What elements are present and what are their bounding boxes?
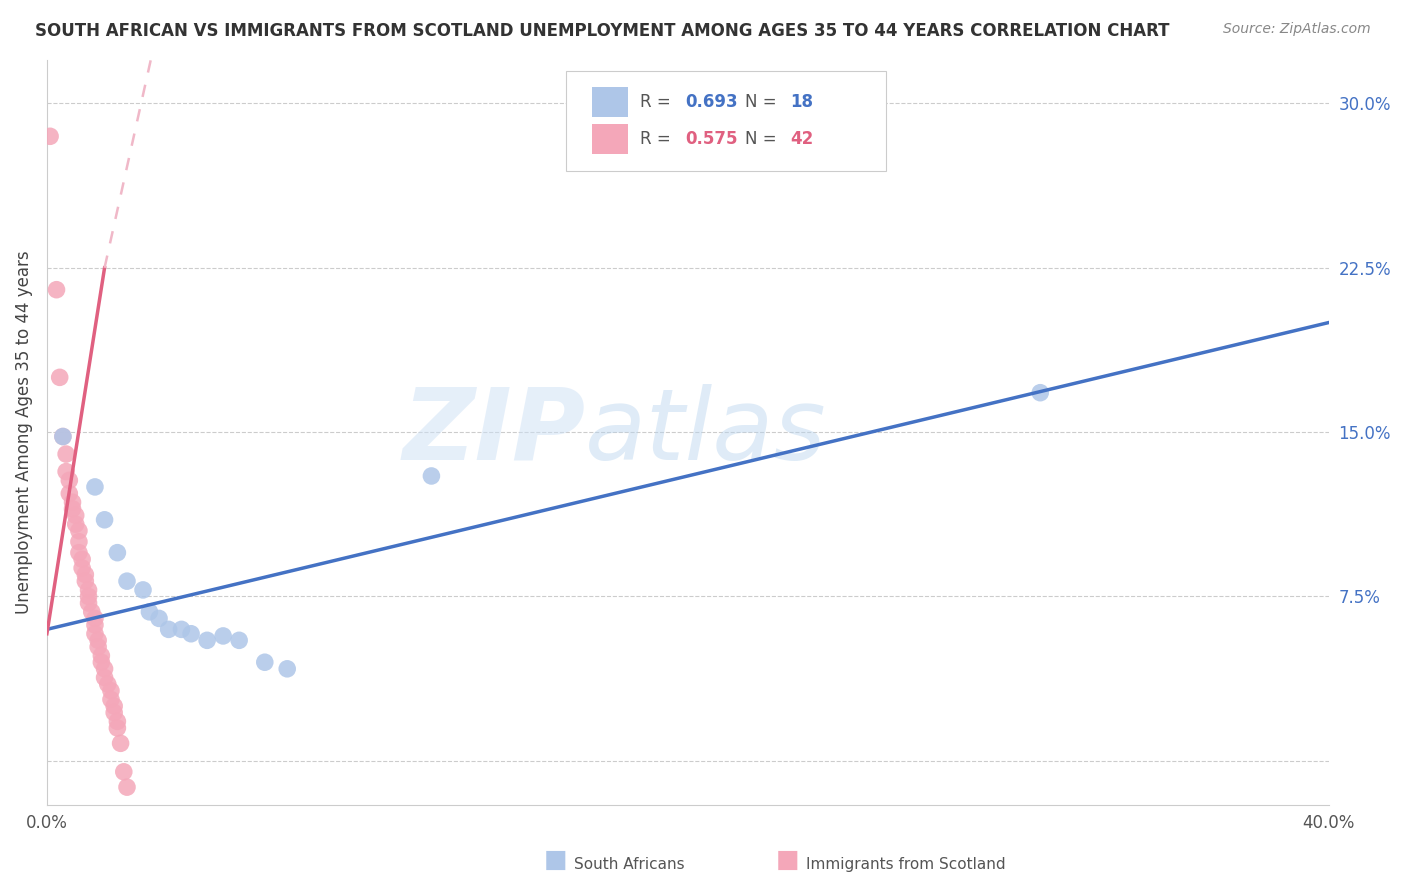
Point [110,736,132,750]
Point [103,699,125,714]
Text: N =: N = [745,130,782,148]
Point [70,561,93,575]
Text: 42: 42 [790,130,814,148]
Text: ZIP: ZIP [402,384,585,481]
Text: 18: 18 [790,93,813,112]
Point [276,662,298,676]
Point [90,648,112,663]
Point [253,655,276,669]
Point [52,429,75,443]
Point [84,480,107,494]
Point [105,714,128,729]
Text: 0.693: 0.693 [685,93,738,112]
Point [55,465,77,479]
Point [58,474,80,488]
Point [87,633,110,648]
Point [103,706,125,720]
Point [67,524,90,538]
Text: ■: ■ [544,848,567,872]
Point [67,534,90,549]
Point [112,764,135,779]
Point [62,501,84,516]
Point [212,629,235,643]
Text: R =: R = [640,93,676,112]
Point [77,590,100,604]
Point [157,623,180,637]
Text: ■: ■ [776,848,799,872]
Text: SOUTH AFRICAN VS IMMIGRANTS FROM SCOTLAND UNEMPLOYMENT AMONG AGES 35 TO 44 YEARS: SOUTH AFRICAN VS IMMIGRANTS FROM SCOTLAN… [35,22,1170,40]
Point [87,640,110,654]
Point [84,611,107,625]
Text: R =: R = [640,130,676,148]
FancyBboxPatch shape [567,70,886,171]
Point [115,780,138,794]
Point [75,574,97,589]
Point [170,623,193,637]
Point [132,582,155,597]
Point [90,655,112,669]
Point [45,283,67,297]
Text: Immigrants from Scotland: Immigrants from Scotland [806,857,1005,872]
Point [67,546,90,560]
Point [138,605,160,619]
FancyBboxPatch shape [592,124,627,154]
Point [58,486,80,500]
Point [195,633,218,648]
Point [148,611,170,625]
Text: Source: ZipAtlas.com: Source: ZipAtlas.com [1223,22,1371,37]
Point [48,370,70,384]
Point [77,596,100,610]
Point [420,469,443,483]
Point [84,626,107,640]
Text: 0.575: 0.575 [685,130,738,148]
Text: atlas: atlas [585,384,827,481]
Point [1029,385,1052,400]
Y-axis label: Unemployment Among Ages 35 to 44 years: Unemployment Among Ages 35 to 44 years [15,251,32,614]
Point [65,517,87,532]
Point [55,447,77,461]
Point [62,495,84,509]
Point [52,429,75,443]
FancyBboxPatch shape [592,87,627,117]
Point [115,574,138,589]
Point [93,513,115,527]
Point [97,677,120,691]
Point [100,683,122,698]
Point [228,633,250,648]
Point [180,626,202,640]
Point [70,552,93,566]
Text: N =: N = [745,93,782,112]
Point [105,721,128,735]
Point [93,671,115,685]
Point [105,546,128,560]
Point [100,692,122,706]
Point [80,605,103,619]
Point [77,582,100,597]
Point [39,129,62,144]
Text: South Africans: South Africans [574,857,685,872]
Point [75,567,97,582]
Point [84,618,107,632]
Point [65,508,87,523]
Point [93,662,115,676]
